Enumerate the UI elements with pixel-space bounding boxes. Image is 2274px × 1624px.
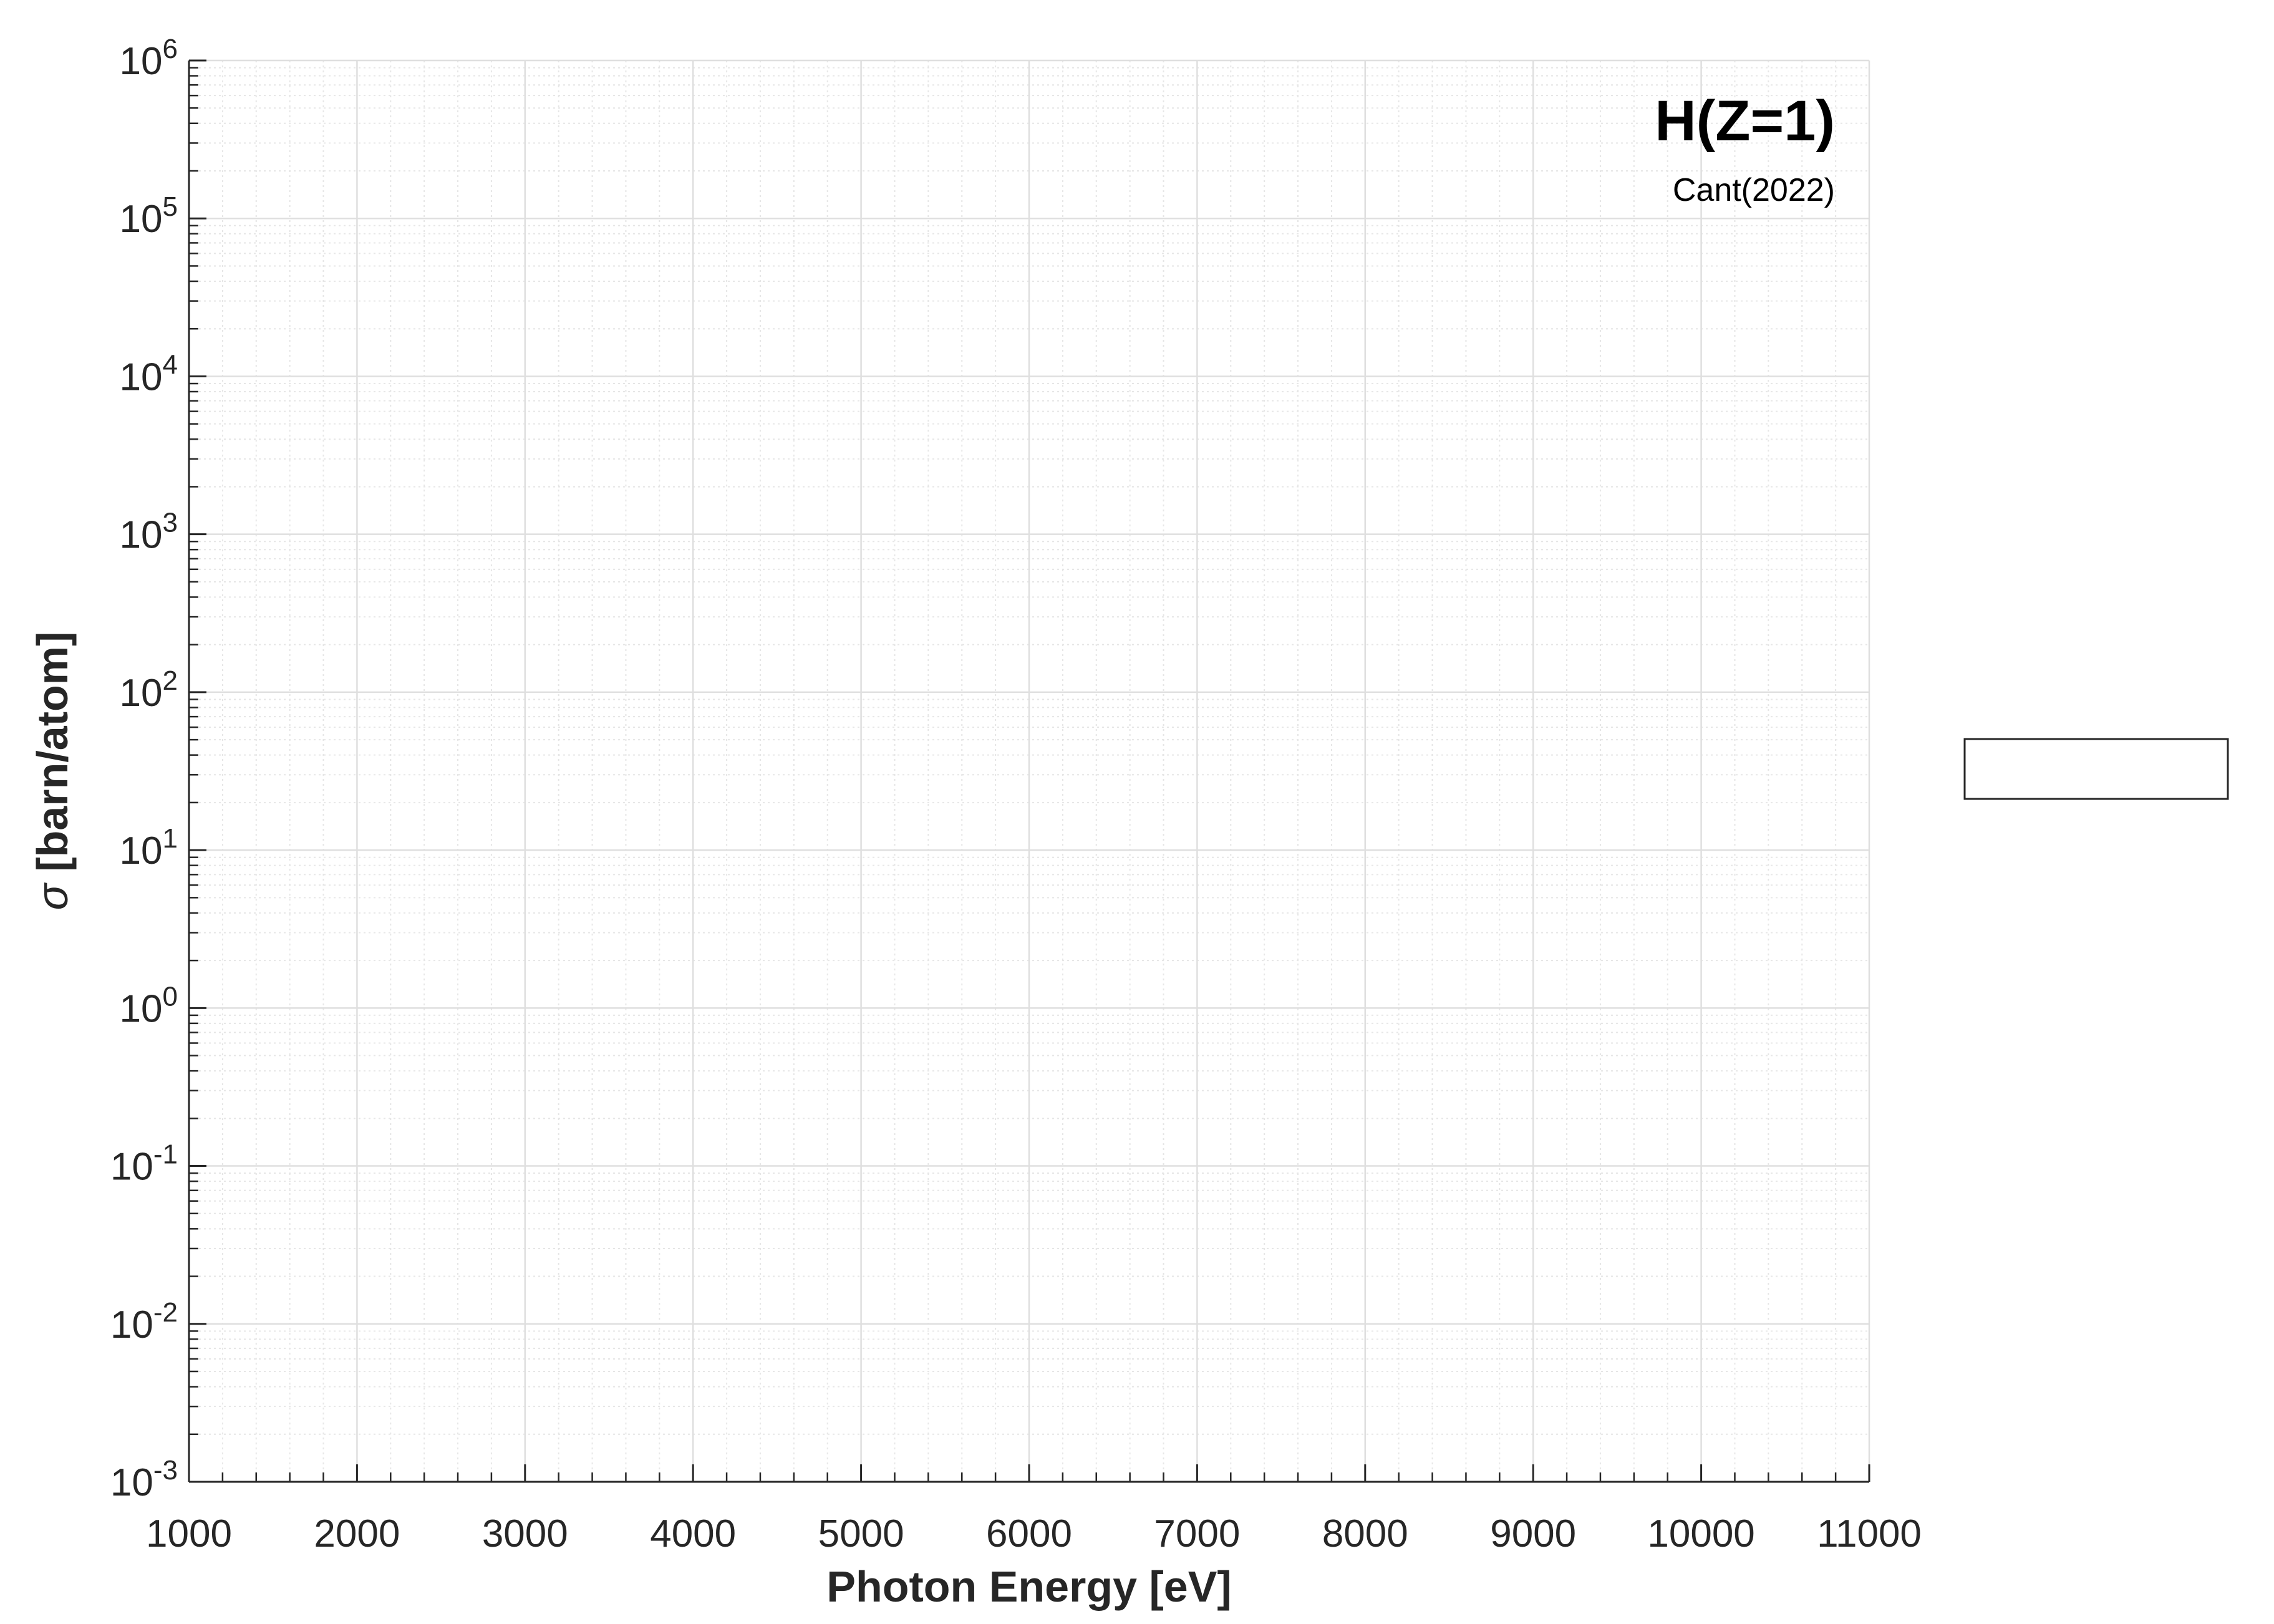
y-tick-exponent: 2 [163,665,178,696]
y-tick-label: 10-2 [110,1297,178,1346]
y-tick-exponent: 3 [163,508,178,538]
y-tick-label: 104 [120,349,178,399]
y-tick-base: 10 [120,198,163,241]
y-tick-base: 10 [120,987,163,1030]
x-tick-label: 2000 [314,1512,400,1555]
y-tick-base: 10 [110,1303,153,1346]
y-tick-label: 101 [120,823,178,872]
y-tick-exponent: 4 [163,349,178,380]
y-axis-title: σ [barn/atom] [28,632,77,911]
x-tick-labels: 1000 2000 3000 4000 5000 6000 7000 8000 9000 1000… [146,1512,1922,1555]
x-tick-label: 1000 [146,1512,232,1555]
x-tick-label: 6000 [986,1512,1072,1555]
element-annotation: H(Z=1) [1655,89,1835,153]
y-tick-label: 103 [120,508,178,557]
y-tick-base: 10 [120,829,163,872]
axes [188,59,1870,1483]
y-tick-exponent: -1 [153,1139,178,1170]
y-tick-base: 10 [110,1146,153,1189]
x-tick-label: 7000 [1154,1512,1240,1555]
y-tick-label: 10-1 [110,1139,178,1189]
x-tick-label: 4000 [650,1512,736,1555]
y-tick-base: 10 [120,355,163,399]
y-tick-label: 100 [120,981,178,1030]
y-tick-exponent: -3 [153,1455,178,1486]
y-tick-base: 10 [120,40,163,83]
y-tick-label: 102 [120,665,178,715]
y-tick-exponent: -2 [153,1297,178,1328]
x-axis-title: Photon Energy [eV] [826,1562,1231,1611]
x-tick-label: 11000 [1817,1512,1922,1555]
y-tick-base: 10 [120,514,163,557]
y-axis-unit: [barn/atom] [28,632,77,872]
y-tick-label: 10-3 [110,1455,178,1504]
y-tick-exponent: 1 [163,823,178,854]
y-tick-exponent: 5 [163,191,178,222]
legend-box [1963,738,2229,800]
y-tick-exponent: 6 [163,34,178,64]
sigma-symbol: σ [28,882,77,910]
major-grid [188,59,1870,1483]
x-tick-label: 10000 [1647,1512,1754,1555]
x-tick-label: 5000 [818,1512,904,1555]
x-tick-label: 8000 [1322,1512,1408,1555]
y-tick-base: 10 [110,1461,153,1504]
y-tick-label: 105 [120,191,178,241]
y-tick-exponent: 0 [163,981,178,1012]
x-tick-label: 9000 [1490,1512,1576,1555]
y-tick-label: 106 [120,34,178,83]
x-tick-label: 3000 [482,1512,568,1555]
y-tick-base: 10 [120,672,163,715]
source-annotation: Cant(2022) [1673,172,1835,208]
